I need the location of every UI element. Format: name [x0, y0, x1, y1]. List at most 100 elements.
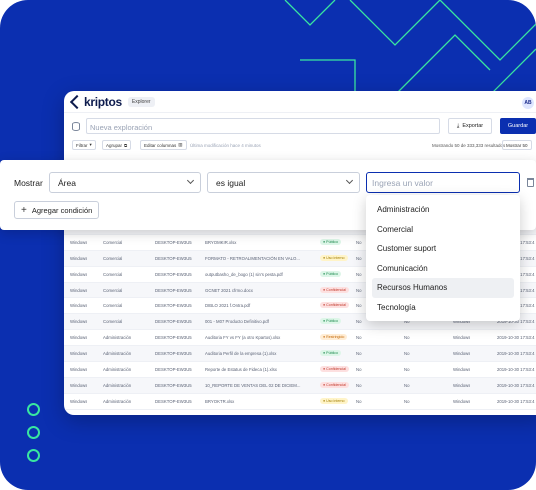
- flag-cell: No: [404, 335, 410, 341]
- device-cell: DESKTOP-EW3U5: [155, 398, 192, 404]
- classification-badge: ● Público: [320, 270, 341, 277]
- flag-cell: No: [356, 271, 362, 277]
- table-row[interactable]: Windows Administración DESKTOP-EW3U5 Audito…: [64, 330, 536, 347]
- section-tag: Explorer: [127, 96, 155, 107]
- file-cell: BRYOMKIR.xlsx: [205, 239, 237, 245]
- area-cell: Comercial: [103, 287, 123, 293]
- area-cell: Comercial: [103, 239, 123, 245]
- area-cell: Comercial: [103, 303, 123, 309]
- avatar[interactable]: AB: [522, 97, 534, 109]
- table-row[interactable]: Windows Administración DESKTOP-EW3U5 10_REP…: [64, 377, 536, 394]
- operator-value: es igual: [216, 178, 246, 188]
- table-row[interactable]: Windows Administración DESKTOP-EW3U5 Audito…: [64, 346, 536, 363]
- value-dropdown: Administración Comercial Customer suport Co…: [366, 195, 520, 321]
- os-cell: Windows: [70, 367, 88, 373]
- dropdown-option[interactable]: Tecnología: [377, 302, 416, 312]
- group-button[interactable]: Agrupar ⧉: [102, 140, 132, 150]
- app-logo[interactable]: kriptos: [69, 94, 122, 109]
- classification-badge: ● Público: [320, 238, 341, 245]
- dropdown-option[interactable]: Comunicación: [377, 263, 428, 273]
- classification-badge: ● Uso interno: [320, 254, 348, 261]
- exploration-bar: Nueva exploración ⤓ Exportar Guardar: [70, 118, 536, 135]
- operator-select[interactable]: es igual: [207, 172, 360, 193]
- classification-badge: ● Confidencial: [320, 286, 349, 293]
- decorative-dots: [27, 403, 40, 472]
- export-button[interactable]: ⤓ Exportar: [448, 118, 492, 134]
- dropdown-option[interactable]: Customer suport: [377, 244, 437, 254]
- add-condition-label: Agregar condición: [31, 205, 93, 215]
- table-row[interactable]: Windows Administración DESKTOP-EW3U5 Report…: [64, 362, 536, 378]
- field-select[interactable]: Área: [49, 172, 201, 193]
- filter-button[interactable]: Filtrar ▾: [72, 140, 96, 150]
- flag-cell: No: [356, 255, 362, 261]
- flag-cell: No: [404, 319, 410, 325]
- exploration-name-input[interactable]: Nueva exploración: [86, 118, 440, 134]
- edit-columns-button[interactable]: Editar columnas ▥: [140, 140, 187, 150]
- download-icon: ⤓: [456, 122, 460, 129]
- date-cell: 2019-10-30 17:53:4: [497, 367, 535, 373]
- device-cell: DESKTOP-EW3U5: [155, 271, 192, 277]
- add-condition-button[interactable]: + Agregar condición: [14, 201, 100, 219]
- file-cell: outputbasho_de_bogo (1) sin's pesta.pdf: [205, 271, 283, 277]
- date-cell: 2019-10-30 17:53:4: [497, 351, 535, 357]
- trash-icon[interactable]: [527, 178, 534, 187]
- show-label: Mostrar: [14, 178, 43, 188]
- area-cell: Comercial: [103, 255, 123, 261]
- os-cell: Windows: [70, 319, 88, 325]
- area-cell: Comercial: [103, 319, 123, 325]
- os-cell: Windows: [70, 335, 88, 341]
- device-cell: DESKTOP-EW3U5: [155, 319, 192, 325]
- os-cell: Windows: [70, 271, 88, 277]
- flag-cell: No: [356, 398, 362, 404]
- edit-columns-label: Editar columnas: [144, 142, 177, 148]
- export-label: Exportar: [462, 123, 484, 129]
- group-label: Agrupar: [106, 142, 123, 148]
- device-cell: DESKTOP-EW3U5: [155, 367, 192, 373]
- system-cell: Windows: [453, 335, 471, 341]
- dropdown-option[interactable]: Recursos Humanos: [372, 278, 514, 298]
- classification-badge: ● Confidencial: [320, 366, 349, 373]
- save-button[interactable]: Guardar: [500, 118, 536, 134]
- device-cell: DESKTOP-EW3U5: [155, 351, 192, 357]
- file-cell: 10_REPORTE DE VENTAS DEL 02 DE DICIEM...: [205, 382, 301, 388]
- device-cell: DESKTOP-EW3U5: [155, 303, 192, 309]
- file-cell: Auditoria Perfil de la empresa (1).xlsx: [205, 351, 277, 357]
- top-bar: kriptos Explorer AB: [64, 91, 536, 113]
- flag-cell: No: [404, 351, 410, 357]
- funnel-icon: ▾: [89, 142, 92, 147]
- area-cell: Administración: [103, 335, 132, 341]
- results-count: Mostrando 50 de 333,333 resultados: [432, 143, 506, 148]
- chevron-down-icon: [345, 176, 354, 185]
- page-size-select[interactable]: Mostrar 50: [502, 140, 532, 150]
- os-cell: Windows: [70, 398, 88, 404]
- os-cell: Windows: [70, 287, 88, 293]
- filter-label: Filtrar: [76, 142, 88, 148]
- last-modified-text: Última modificación hace 4 minutos: [190, 143, 261, 148]
- dropdown-option[interactable]: Administración: [377, 205, 430, 214]
- dot-icon: [27, 403, 40, 416]
- table-row[interactable]: Windows Administración DESKTOP-EW3U5 BRYOKT…: [64, 394, 536, 410]
- file-cell: Reporte de Estatus de Fideca (1).xlsx: [205, 367, 277, 373]
- logo-text: kriptos: [84, 94, 122, 109]
- value-input[interactable]: Ingresa un valor: [366, 172, 520, 193]
- area-cell: Administración: [103, 367, 132, 373]
- flag-cell: No: [404, 398, 410, 404]
- file-cell: DIBLO 2021 f.Ontra.pdf: [205, 303, 251, 309]
- flag-cell: No: [356, 351, 362, 357]
- device-cell: DESKTOP-EW3U5: [155, 255, 192, 261]
- flag-cell: No: [356, 287, 362, 293]
- dropdown-option[interactable]: Comercial: [377, 224, 414, 234]
- group-icon: ⧉: [124, 142, 128, 148]
- device-cell: DESKTOP-EW3U5: [155, 239, 192, 245]
- classification-badge: ● Público: [320, 318, 341, 325]
- classification-badge: ● Restringido: [320, 334, 348, 341]
- flag-cell: No: [356, 335, 362, 341]
- plus-icon: +: [21, 204, 27, 216]
- flag-cell: No: [356, 239, 362, 245]
- device-cell: DESKTOP-EW3U5: [155, 287, 192, 293]
- area-cell: Comercial: [103, 271, 123, 277]
- os-cell: Windows: [70, 239, 88, 245]
- classification-badge: ● Público: [320, 350, 341, 357]
- classification-badge: ● Confidencial: [320, 302, 349, 309]
